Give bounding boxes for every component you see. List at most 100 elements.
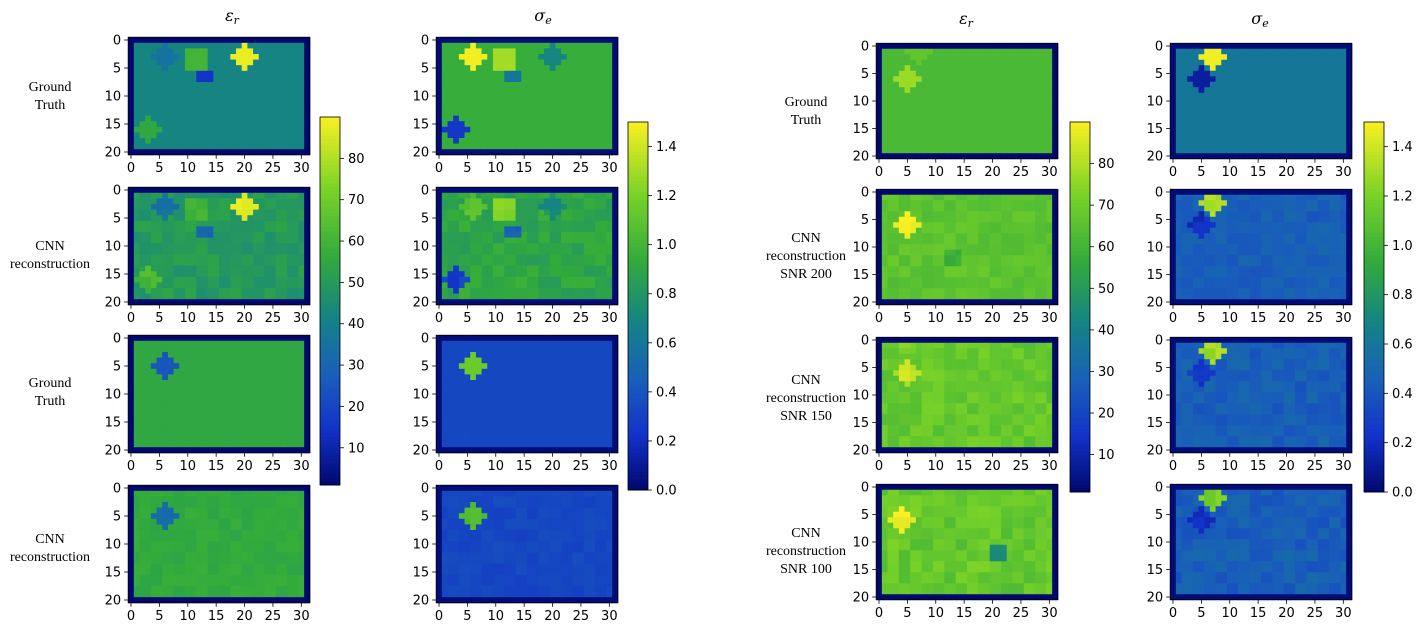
heatmap-cell: [196, 513, 203, 520]
heatmap-cell: [561, 110, 568, 116]
heatmap-cell: [275, 93, 282, 100]
heatmap-cell: [498, 70, 505, 77]
heatmap-cell: [481, 48, 488, 55]
heatmap-cell: [487, 232, 494, 238]
heatmap-cell: [207, 87, 214, 94]
heatmap-cell: [453, 374, 460, 381]
heatmap-cell: [173, 248, 180, 255]
heatmap-cell: [606, 430, 613, 437]
heatmap-cell: [241, 299, 248, 306]
heatmap-cell: [179, 138, 186, 144]
heatmap-cell: [504, 42, 511, 49]
heatmap-cell: [287, 215, 294, 222]
x-tick-label: 25: [265, 311, 282, 326]
heatmap-cell: [253, 580, 260, 587]
heatmap-cell: [213, 204, 220, 210]
heatmap-cell: [606, 282, 613, 289]
heatmap-cell: [213, 98, 220, 105]
x-tick-label: 5: [463, 311, 471, 326]
heatmap-cell: [606, 132, 613, 139]
heatmap-cell: [253, 363, 260, 370]
heatmap-cell: [236, 299, 243, 306]
heatmap-cell: [578, 346, 585, 353]
heatmap-cell: [258, 198, 265, 205]
heatmap-cell: [589, 138, 596, 144]
heatmap-cell: [498, 396, 505, 403]
heatmap-cell: [224, 352, 231, 358]
heatmap-cell: [258, 507, 265, 514]
heatmap-cell: [241, 385, 248, 392]
heatmap-cell: [139, 357, 146, 364]
heatmap-cell: [184, 59, 192, 66]
heatmap-cell: [304, 260, 311, 266]
y-tick-label: 10: [105, 388, 122, 403]
heatmap-cell: [572, 204, 579, 210]
heatmap-cell: [201, 138, 209, 144]
heatmap-cell: [298, 396, 305, 403]
heatmap-cell: [139, 98, 146, 105]
heatmap-cell: [436, 65, 443, 72]
heatmap-cell: [458, 441, 465, 448]
heatmap-cell: [179, 110, 186, 116]
heatmap-cell: [606, 368, 613, 375]
heatmap-cell: [509, 42, 517, 49]
heatmap-cell: [464, 496, 471, 503]
heatmap-cell: [595, 104, 602, 111]
heatmap-cell: [504, 98, 511, 105]
heatmap-cell: [578, 430, 585, 437]
heatmap-cell: [441, 299, 448, 306]
heatmap-cell: [595, 271, 602, 278]
heatmap-cell: [173, 82, 180, 88]
heatmap-cell: [561, 436, 568, 442]
heatmap-cell: [230, 569, 237, 576]
heatmap-cell: [470, 237, 477, 244]
heatmap-cell: [162, 502, 169, 508]
heatmap-cell: [504, 288, 511, 294]
heatmap-cell: [555, 187, 562, 194]
heatmap-cell: [538, 288, 545, 294]
heatmap-cell: [224, 104, 231, 111]
heatmap-cell: [213, 436, 220, 442]
heatmap-cell: [572, 282, 579, 289]
heatmap-cell: [538, 335, 545, 342]
heatmap-cell: [487, 340, 494, 347]
heatmap-cell: [156, 490, 163, 497]
heatmap-cell: [304, 502, 311, 508]
heatmap-cell: [281, 485, 288, 492]
heatmap-cell: [201, 335, 209, 342]
heatmap-cell: [139, 346, 146, 353]
heatmap-cell: [292, 204, 299, 210]
heatmap-cell: [196, 507, 203, 514]
heatmap-cell: [241, 408, 248, 414]
heatmap-cell: [441, 441, 448, 448]
heatmap-cell: [207, 357, 214, 364]
heatmap-cell: [150, 591, 157, 598]
heatmap-cell: [213, 518, 220, 525]
heatmap-cell: [475, 346, 482, 353]
heatmap-cell: [298, 48, 305, 55]
heatmap-cell: [156, 541, 163, 548]
heatmap-cell: [241, 513, 248, 520]
heatmap-cell: [253, 282, 260, 289]
heatmap-cell: [498, 42, 505, 49]
heatmap-cell: [145, 187, 152, 194]
heatmap-cell: [167, 391, 174, 398]
heatmap-cell: [264, 293, 271, 300]
heatmap-cell: [275, 220, 282, 227]
heatmap-cell: [544, 143, 551, 150]
heatmap-cell: [532, 93, 539, 100]
heatmap-cell: [436, 288, 443, 294]
heatmap-cell: [481, 363, 488, 370]
heatmap-cell: [230, 115, 237, 122]
heatmap-cell: [527, 204, 534, 210]
heatmap-cell: [572, 93, 579, 100]
heatmap-cell: [492, 496, 500, 503]
heatmap-cell: [298, 574, 305, 581]
heatmap-cell: [464, 447, 471, 454]
heatmap-cell: [549, 419, 556, 426]
heatmap-cell: [156, 87, 163, 94]
heatmap-cell: [145, 198, 152, 205]
heatmap-cell: [464, 340, 471, 347]
heatmap-cell: [207, 413, 214, 420]
heatmap-cell: [447, 282, 454, 289]
